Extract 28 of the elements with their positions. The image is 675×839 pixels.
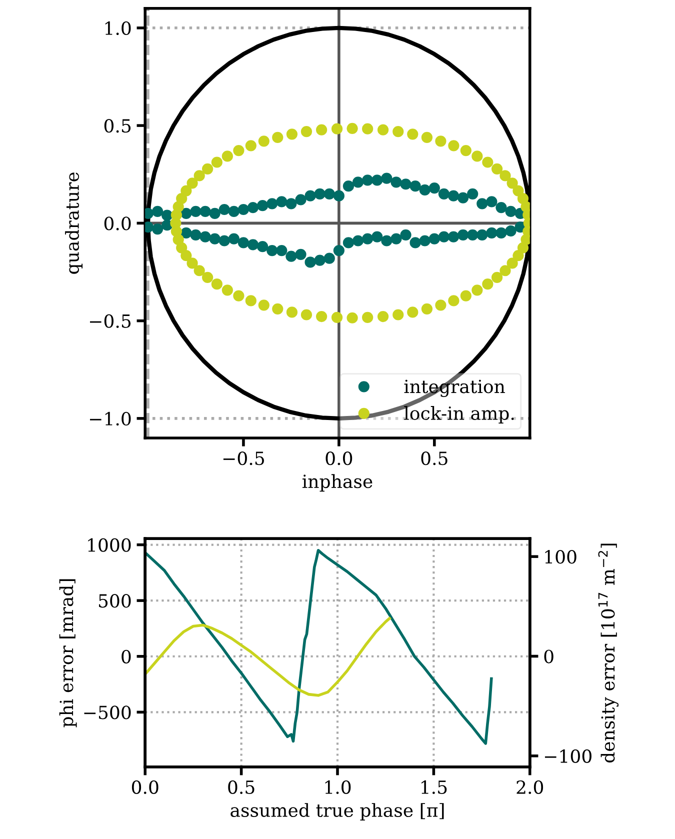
y-tick-label: 0.0 bbox=[104, 216, 131, 230]
x-tick-label: 0.0 bbox=[132, 780, 158, 794]
y-axis-title: quadrature bbox=[65, 172, 83, 274]
y-tick-label: 500 bbox=[99, 594, 131, 608]
y-tick-label: 1.0 bbox=[105, 21, 131, 36]
y-axis-title: phi error [mrad] bbox=[59, 579, 77, 728]
y-tick-label: 0 bbox=[122, 650, 131, 664]
x-tick-label: 1.5 bbox=[422, 780, 447, 794]
x-tick-label: 0.5 bbox=[421, 451, 448, 466]
x-tick-label: −0.5 bbox=[223, 451, 264, 466]
line-series bbox=[145, 617, 391, 697]
y2-tick-label: −100 bbox=[544, 749, 592, 763]
line-series bbox=[145, 548, 493, 745]
x-tick-label: 0.0 bbox=[326, 451, 352, 466]
x-tick-label: 1.0 bbox=[325, 780, 351, 794]
y2-tick-label: 0 bbox=[544, 650, 554, 664]
y-tick-label: −0.5 bbox=[90, 314, 131, 328]
x-axis-title: assumed true phase [π] bbox=[230, 803, 444, 821]
x-tick-label: 0.5 bbox=[228, 780, 254, 794]
y-tick-label: 0.5 bbox=[104, 119, 131, 133]
y2-tick-label: 100 bbox=[545, 550, 576, 564]
x-tick-label: 2.0 bbox=[516, 780, 544, 794]
legend-label: lock-in amp. bbox=[404, 406, 514, 424]
y-tick-label: 1000 bbox=[88, 538, 131, 552]
y-tick-label: −500 bbox=[84, 706, 131, 720]
y2-axis-title: density error [10$^{17}$ m$^{−2}$] bbox=[598, 544, 619, 763]
y-tick-label: −1.0 bbox=[90, 412, 131, 426]
x-axis-title: inphase bbox=[302, 474, 372, 492]
